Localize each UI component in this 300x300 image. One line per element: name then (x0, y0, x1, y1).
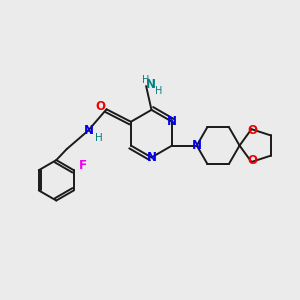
Text: N: N (146, 151, 157, 164)
Text: F: F (79, 158, 87, 172)
Text: O: O (248, 154, 258, 167)
Text: H: H (94, 133, 102, 143)
Text: H: H (142, 75, 150, 85)
Text: N: N (84, 124, 94, 137)
Text: O: O (95, 100, 105, 113)
Text: N: N (192, 139, 202, 152)
Text: O: O (248, 124, 258, 137)
Text: N: N (167, 115, 177, 128)
Text: H: H (155, 86, 162, 96)
Text: N: N (146, 78, 156, 92)
